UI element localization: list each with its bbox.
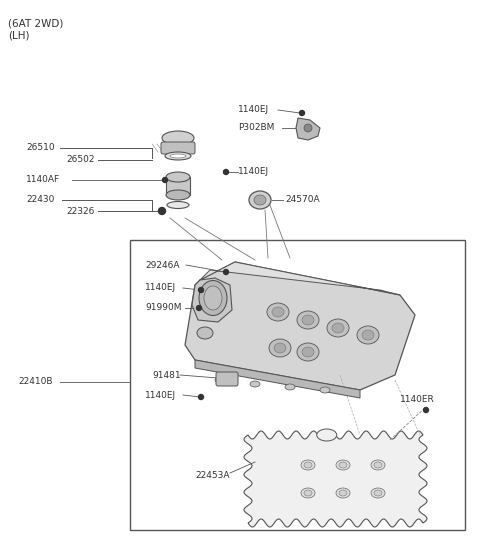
Ellipse shape [170,154,186,158]
Ellipse shape [267,303,289,321]
Text: 26502: 26502 [66,156,95,164]
Circle shape [199,394,204,399]
FancyBboxPatch shape [161,142,195,154]
Text: 1140EJ: 1140EJ [238,106,269,114]
Ellipse shape [269,339,291,357]
Polygon shape [185,262,415,390]
Text: 29246A: 29246A [145,261,180,269]
Text: 24570A: 24570A [285,195,320,205]
Ellipse shape [357,326,379,344]
Ellipse shape [297,311,319,329]
Ellipse shape [327,319,349,337]
Ellipse shape [249,191,271,209]
Ellipse shape [165,152,191,160]
Text: 22453A: 22453A [195,471,229,479]
Ellipse shape [362,330,374,340]
Polygon shape [195,360,360,398]
Ellipse shape [215,377,225,383]
Text: 1140AF: 1140AF [26,176,60,184]
Ellipse shape [304,124,312,132]
Ellipse shape [332,323,344,333]
Ellipse shape [204,286,222,310]
Bar [130,240,465,530]
Polygon shape [192,278,232,322]
Polygon shape [200,262,400,295]
Text: 1140ER: 1140ER [400,395,435,405]
Ellipse shape [371,460,385,470]
Circle shape [224,170,228,175]
Text: 22430: 22430 [26,195,54,205]
Ellipse shape [371,488,385,498]
Ellipse shape [250,381,260,387]
Ellipse shape [302,315,314,325]
Text: 22326: 22326 [66,207,95,215]
Circle shape [158,207,166,214]
Circle shape [300,110,304,115]
Ellipse shape [301,488,315,498]
Text: 22410B: 22410B [18,378,52,386]
Ellipse shape [162,131,194,145]
Text: P302BM: P302BM [238,123,275,133]
Circle shape [199,287,204,293]
Circle shape [196,306,202,311]
Ellipse shape [336,460,350,470]
FancyBboxPatch shape [216,372,238,386]
Circle shape [163,177,168,182]
Text: 91990M: 91990M [145,304,181,312]
FancyBboxPatch shape [166,177,190,195]
Ellipse shape [199,281,227,316]
Ellipse shape [301,460,315,470]
Ellipse shape [272,307,284,317]
Ellipse shape [317,429,337,441]
Ellipse shape [339,490,347,496]
Text: 1140EJ: 1140EJ [145,283,176,293]
Ellipse shape [320,387,330,393]
Ellipse shape [302,347,314,357]
Text: 91481: 91481 [152,370,180,380]
Ellipse shape [197,327,213,339]
Ellipse shape [274,343,286,353]
Ellipse shape [374,462,382,468]
Circle shape [224,269,228,275]
Text: (6AT 2WD): (6AT 2WD) [8,18,63,28]
Text: (LH): (LH) [8,30,29,40]
Ellipse shape [285,384,295,390]
Ellipse shape [297,343,319,361]
Polygon shape [244,431,427,527]
Ellipse shape [304,490,312,496]
Text: 26510: 26510 [26,144,55,152]
Ellipse shape [166,190,190,200]
Circle shape [423,407,429,412]
Text: 1140EJ: 1140EJ [238,168,269,176]
Ellipse shape [166,172,190,182]
Polygon shape [296,118,320,140]
Ellipse shape [304,462,312,468]
Ellipse shape [336,488,350,498]
Ellipse shape [374,490,382,496]
Ellipse shape [339,462,347,468]
Ellipse shape [254,195,266,205]
Ellipse shape [167,201,189,208]
Text: 1140EJ: 1140EJ [145,391,176,399]
